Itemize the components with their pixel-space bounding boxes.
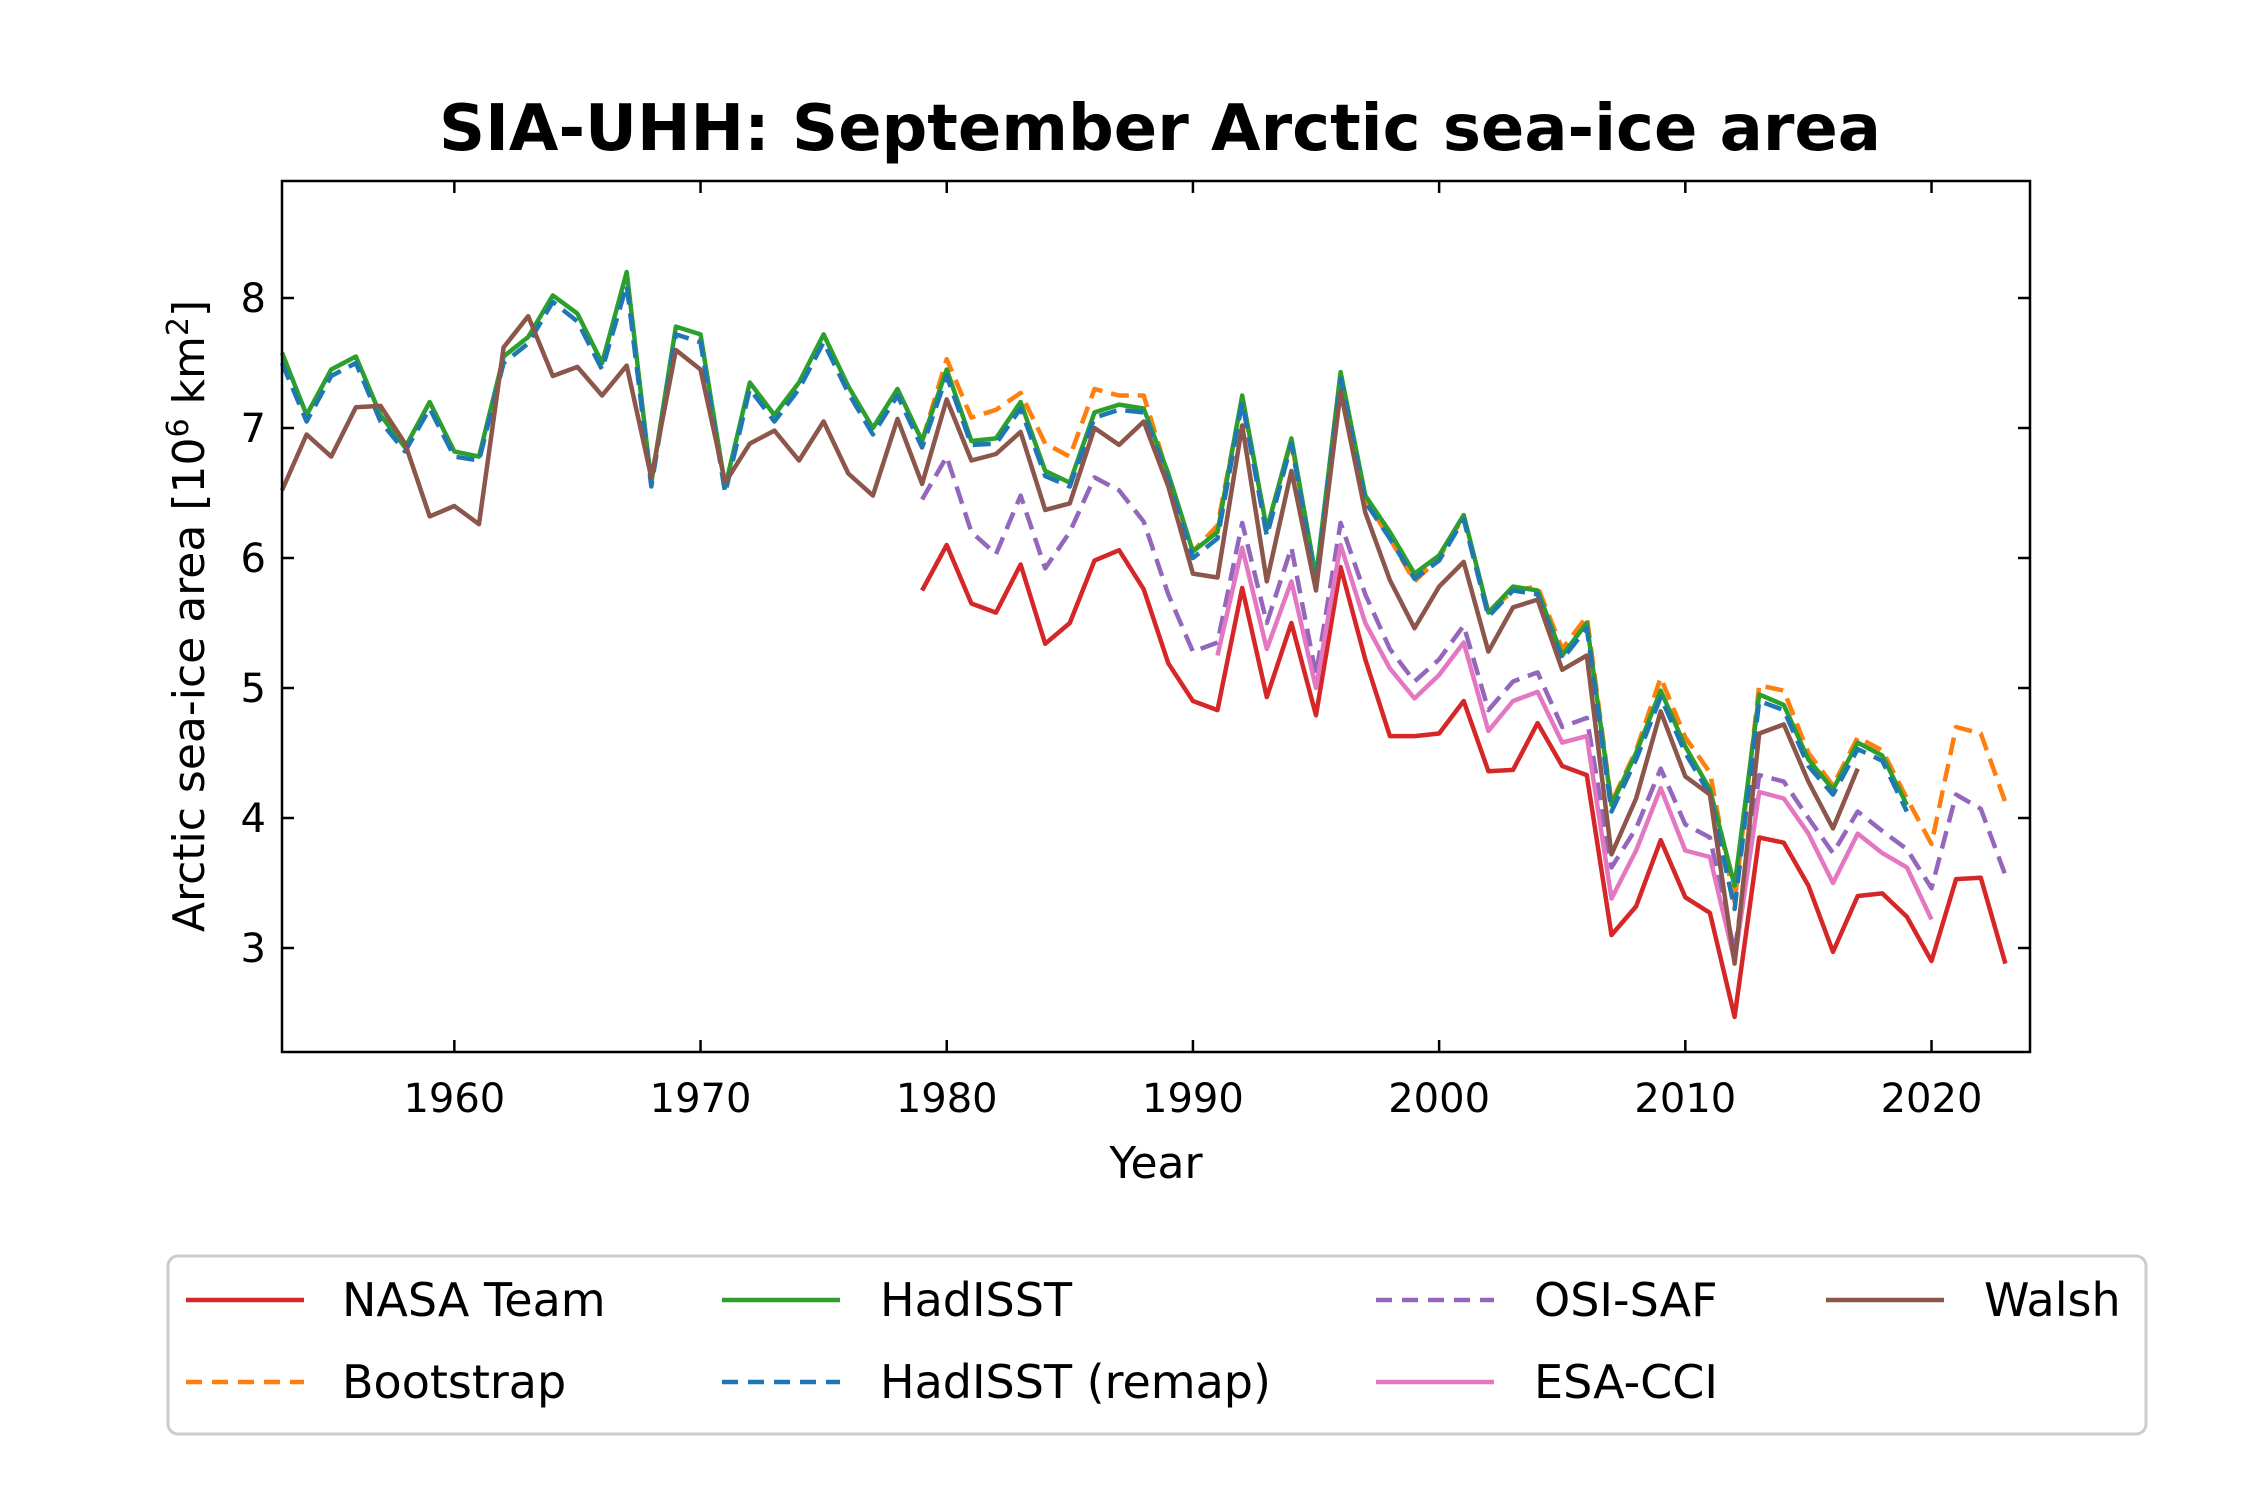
plot-frame [280,179,2032,1054]
series-line-hadisst-remap [279,282,1909,912]
legend-item-bootstrap: Bootstrap [186,1355,566,1409]
series-line-osi-saf [920,454,2008,955]
x-tick-label: 1970 [650,1076,752,1122]
y-tick-label: 5 [241,666,266,712]
y-tick-label: 6 [241,536,266,582]
legend-label: Walsh [1984,1273,2121,1327]
y-tick-label: 3 [241,926,266,972]
legend-label: ESA-CCI [1534,1355,1718,1409]
legend-item-walsh: Walsh [1826,1273,2121,1327]
legend-item-nasa-team: NASA Team [186,1273,606,1327]
legend-label: HadISST [880,1273,1073,1327]
legend-box [166,1254,2148,1436]
y-tick-label: 4 [241,796,266,842]
x-tick-label: 2000 [1388,1076,1490,1122]
series-line-walsh [279,313,1860,966]
plot-lines [279,269,2008,1020]
legend-label: Bootstrap [342,1355,566,1409]
y-axis-label: Arctic sea-ice area [106 km2] [161,300,215,932]
legend-label: NASA Team [342,1273,606,1327]
x-tick-label: 1980 [896,1076,998,1122]
y-axis-ticks: 3 4 5 6 7 8 [241,276,2030,972]
legend-item-esa-cci: ESA-CCI [1376,1355,1718,1409]
legend: NASA Team Bootstrap HadISST HadISST (remap)… [186,1273,2121,1409]
series-line-nasa-team [920,542,2008,1020]
y-tick-label: 8 [241,276,266,322]
legend-item-hadisst-remap: HadISST (remap) [722,1355,1271,1409]
series-line-hadisst [279,269,1909,888]
y-tick-label: 7 [241,406,266,452]
x-axis-label: Year [1108,1138,1203,1189]
x-tick-label: 2020 [1881,1076,1983,1122]
chart-title: SIA-UHH: September Arctic sea-ice area [439,92,1881,166]
series-line-esa-cci [1215,542,1934,964]
x-axis-ticks: 1960 1970 1980 1990 2000 2010 2020 [403,181,1982,1122]
legend-item-hadisst: HadISST [722,1273,1073,1327]
x-tick-label: 2010 [1634,1076,1736,1122]
legend-label: OSI-SAF [1534,1273,1718,1327]
x-tick-label: 1990 [1142,1076,1244,1122]
legend-item-osi-saf: OSI-SAF [1376,1273,1718,1327]
x-tick-label: 1960 [403,1076,505,1122]
legend-label: HadISST (remap) [880,1355,1271,1409]
